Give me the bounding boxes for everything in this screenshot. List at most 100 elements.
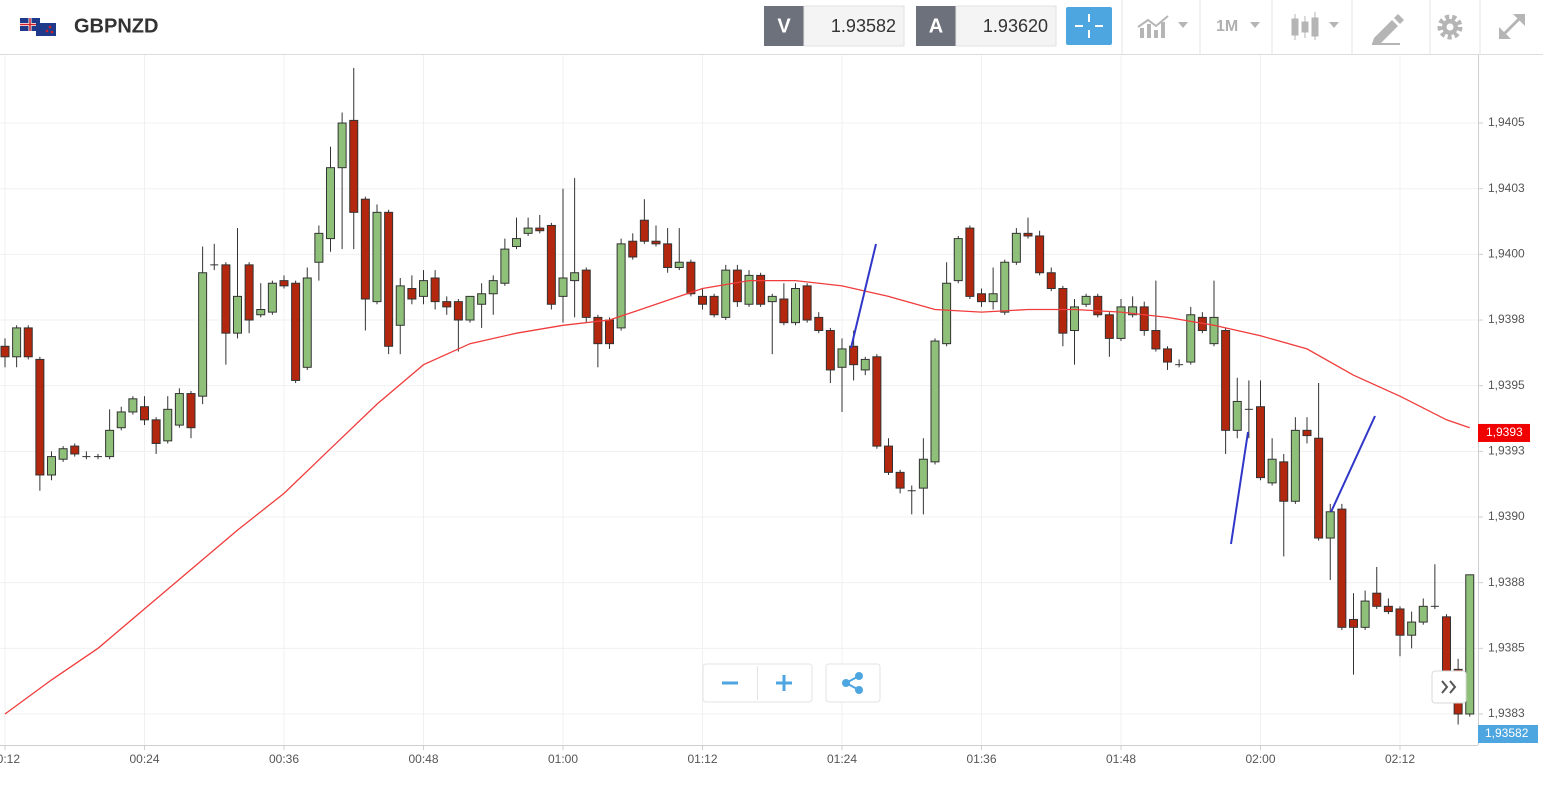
candle-body [453, 301, 463, 321]
candle-body [221, 264, 231, 334]
scroll-right-button[interactable] [1431, 670, 1467, 704]
settings-button[interactable] [1437, 14, 1463, 40]
x-tick-label: 00:48 [408, 752, 438, 766]
candle-body [1302, 429, 1312, 437]
candle-body [1081, 295, 1091, 305]
candle-body [174, 393, 184, 426]
draw-tools-button[interactable] [1372, 14, 1404, 45]
candle-body [756, 274, 766, 305]
candle-body [360, 198, 370, 300]
plot-area [0, 67, 1475, 725]
y-tick-label: 1,9405 [1488, 115, 1525, 129]
candle-body [953, 238, 963, 282]
candle-body [279, 280, 289, 287]
candle-body [976, 293, 986, 303]
ask-label: A [929, 15, 943, 37]
candle-body [1139, 306, 1149, 332]
trend-line [1330, 415, 1376, 513]
candle-body [12, 327, 22, 358]
flag-icon [20, 18, 56, 36]
candle-body [1069, 306, 1079, 332]
candle-body [151, 419, 161, 444]
symbol-title: GBPNZD [74, 15, 158, 37]
candle-type-button[interactable] [1291, 12, 1339, 40]
candle-body [139, 406, 149, 421]
candle-body [1348, 618, 1358, 628]
last-price-label: 1,93582 [1485, 726, 1529, 740]
x-tick-label: 00:24 [129, 752, 159, 766]
y-tick-label: 1,9390 [1488, 509, 1525, 523]
candle-body [1186, 314, 1196, 363]
candle-body [488, 280, 498, 295]
candle-body [1465, 574, 1475, 715]
x-tick-label: 01:36 [966, 752, 996, 766]
ma-value-box [1478, 423, 1530, 442]
candle-body [442, 301, 452, 308]
candle-body [302, 277, 312, 368]
candle-body [895, 471, 905, 489]
axes: 1,9405 1,9403 1,9400 1,9398 1,9395 1,9393 1,93… [0, 115, 1538, 766]
candle-body [0, 345, 10, 358]
candle-body [546, 224, 556, 305]
candle-body [35, 358, 45, 476]
candle-body [1221, 330, 1231, 431]
y-tick-label: 1,9388 [1488, 575, 1525, 589]
candle-body [1395, 608, 1405, 636]
chart-type-button[interactable] [1137, 15, 1188, 38]
x-tick-label: 00:36 [269, 752, 299, 766]
moving-average-line [4, 279, 1470, 715]
candle-body [1104, 314, 1114, 339]
x-tick-label: 02:12 [1385, 752, 1415, 766]
candle-body [267, 282, 277, 313]
timeframe-label: 1M [1216, 18, 1238, 35]
candle-body [779, 298, 789, 324]
candle-body [1000, 261, 1010, 313]
candle-body [732, 269, 742, 303]
candle-body [1011, 232, 1021, 263]
ma-value-label: 1,9393 [1486, 425, 1523, 439]
candle-body [581, 269, 591, 318]
candle-body [604, 319, 614, 345]
candle-body [232, 295, 242, 334]
candle-body [918, 458, 928, 489]
candle-body [372, 211, 382, 303]
candle-body [965, 227, 975, 297]
candle-body [325, 167, 335, 240]
candle-body [639, 219, 649, 242]
grid [0, 55, 1478, 745]
candle-body [407, 288, 417, 300]
candle-body [314, 232, 324, 263]
candle-body [535, 227, 545, 232]
ask-button[interactable] [916, 6, 956, 46]
candle-body [1058, 288, 1068, 334]
toolbar-separators [1121, 0, 1481, 54]
ask-box [955, 5, 1057, 47]
candle-body [500, 248, 510, 284]
candle-body [721, 269, 731, 318]
candle-body [1279, 461, 1289, 502]
candle-body [58, 448, 68, 460]
candle-body [46, 456, 56, 476]
share-button[interactable] [825, 663, 881, 703]
zoom-in-button[interactable] [776, 675, 792, 691]
candle-body [1128, 306, 1138, 316]
candle-body [616, 243, 626, 329]
crosshair-button[interactable] [1066, 7, 1112, 45]
x-tick-label: 01:00 [548, 752, 578, 766]
candle-body [1035, 235, 1045, 274]
candle-body [1151, 330, 1161, 350]
x-tick-label: 01:24 [827, 752, 857, 766]
candle-body [1372, 592, 1382, 607]
candle-body [767, 295, 777, 303]
candle-body [651, 240, 661, 245]
bid-button[interactable] [764, 6, 804, 46]
candle-body [849, 345, 859, 366]
fullscreen-button[interactable] [1499, 14, 1525, 39]
last-price-box [1478, 725, 1538, 743]
candle-body [558, 277, 568, 297]
candle-body [1418, 605, 1428, 623]
candle-body [465, 295, 475, 321]
timeframe-button[interactable]: 1M [1216, 18, 1260, 35]
